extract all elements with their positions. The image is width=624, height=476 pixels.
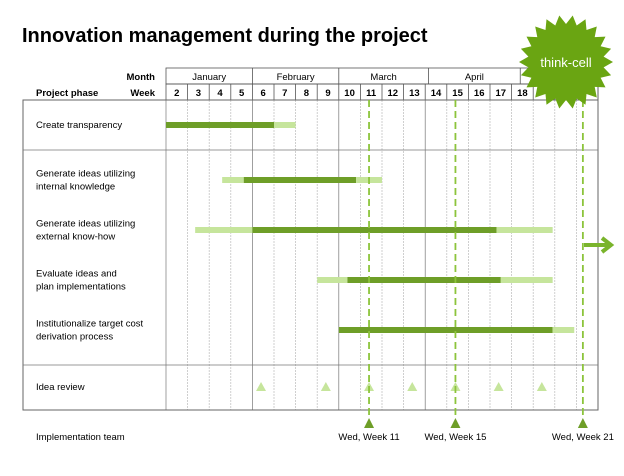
gantt-bar-light (317, 277, 348, 283)
week-label: 2 (174, 88, 179, 99)
phase-label: Create transparency (36, 120, 122, 131)
phase-label: Institutionalize target cost (36, 319, 144, 330)
idea-review-milestone (320, 382, 331, 391)
week-label: 14 (431, 88, 442, 99)
idea-review-milestone (536, 382, 547, 391)
idea-review-milestone (407, 382, 418, 391)
implementation-milestone (577, 418, 588, 428)
next-arrow-icon (584, 236, 615, 254)
week-header-label: Week (130, 88, 155, 99)
milestone-label: Wed, Week 11 (338, 432, 399, 443)
idea-review-milestone (493, 382, 504, 391)
project-phase-header: Project phase (36, 88, 98, 99)
week-label: 16 (474, 88, 485, 99)
implementation-milestone (450, 418, 461, 428)
gantt-bar-dark (347, 277, 501, 283)
week-label: 3 (196, 88, 201, 99)
phase-label: Evaluate ideas and (36, 269, 117, 280)
implementation-team-label: Implementation team (36, 432, 125, 443)
month-label: January (192, 72, 226, 83)
gantt-bar-light (195, 227, 253, 233)
phase-label: Generate ideas utilizing (36, 219, 135, 230)
milestone-label: Wed, Week 15 (424, 432, 486, 443)
gantt-bar-light (552, 327, 575, 333)
week-label: 10 (344, 88, 355, 99)
week-label: 15 (452, 88, 463, 99)
month-header-label: Month (127, 72, 156, 83)
chart-title: Innovation management during the project (22, 25, 428, 47)
gantt-bar-dark (252, 227, 497, 233)
gantt-bar-light (274, 122, 296, 128)
week-label: 17 (496, 88, 507, 99)
week-label: 13 (409, 88, 420, 99)
month-label: March (370, 72, 396, 83)
gantt-bar-dark (338, 327, 553, 333)
implementation-milestone (364, 418, 375, 428)
week-label: 4 (217, 88, 223, 99)
month-label: February (277, 72, 315, 83)
week-label: 6 (261, 88, 266, 99)
phase-label: internal knowledge (36, 182, 115, 193)
gantt-bar-light (222, 177, 244, 183)
phase-label: Idea review (36, 382, 85, 393)
week-label: 7 (282, 88, 287, 99)
week-label: 5 (239, 88, 245, 99)
gantt-bar-dark (243, 177, 357, 183)
phase-label: plan implementations (36, 282, 126, 293)
week-label: 8 (304, 88, 309, 99)
badge-text: think-cell (540, 55, 591, 70)
gantt-bar-light (496, 227, 553, 233)
idea-review-milestone (256, 382, 267, 391)
think-cell-badge: think-cell (519, 15, 613, 109)
table-frame (22, 99, 599, 411)
phase-label: derivation process (36, 332, 113, 343)
month-label: April (465, 72, 484, 83)
week-label: 18 (517, 88, 528, 99)
week-label: 9 (325, 88, 330, 99)
phase-label: Generate ideas utilizing (36, 169, 135, 180)
week-label: 12 (388, 88, 399, 99)
phase-label: external know-how (36, 232, 115, 243)
week-label: 11 (366, 88, 377, 99)
gantt-bar-dark (166, 122, 274, 128)
gantt-bar-light (500, 277, 553, 283)
milestone-label: Wed, Week 21 (552, 432, 614, 443)
